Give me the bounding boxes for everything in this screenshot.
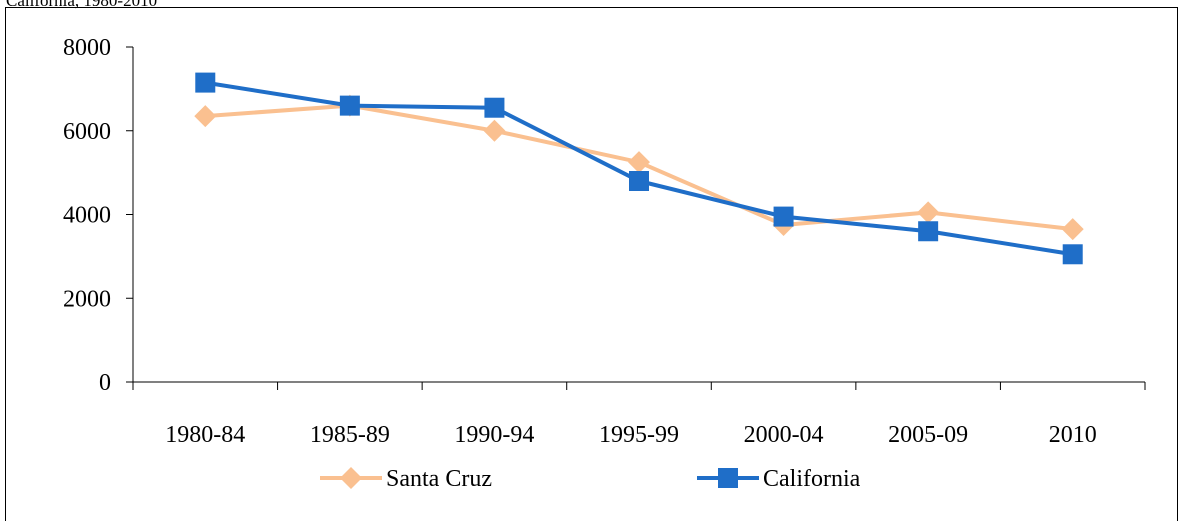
- x-tick-label: 1995-99: [599, 422, 679, 448]
- legend-marker: [718, 468, 738, 488]
- x-tick-label: 2010: [1049, 422, 1097, 448]
- data-point: [1061, 218, 1084, 241]
- data-point: [628, 151, 650, 174]
- data-point: [773, 206, 794, 227]
- x-tick-label: 2005-09: [888, 422, 968, 448]
- y-tick-label: 0: [99, 370, 111, 396]
- x-tick-label: 1980-84: [165, 422, 245, 448]
- data-point: [629, 171, 649, 191]
- legend-label: Santa Cruz: [386, 466, 492, 492]
- y-tick-label: 6000: [63, 119, 111, 145]
- x-tick-label: 1985-89: [310, 422, 390, 448]
- x-tick-label: 1990-94: [454, 422, 534, 448]
- y-tick-label: 4000: [63, 203, 111, 229]
- chart-border: [5, 7, 1178, 521]
- data-point: [1062, 244, 1083, 265]
- y-tick-label: 8000: [63, 35, 111, 61]
- chart-title: California, 1980-2010: [6, 0, 157, 10]
- data-point: [194, 105, 217, 128]
- data-point: [483, 119, 506, 142]
- data-point: [918, 221, 939, 242]
- x-tick-label: 2000-04: [744, 422, 824, 448]
- data-point: [917, 201, 940, 224]
- legend-label: California: [763, 466, 861, 492]
- legend-marker: [340, 467, 362, 489]
- y-tick-label: 2000: [63, 286, 111, 312]
- data-point: [484, 97, 505, 118]
- data-point: [195, 72, 216, 93]
- data-point: [339, 95, 360, 116]
